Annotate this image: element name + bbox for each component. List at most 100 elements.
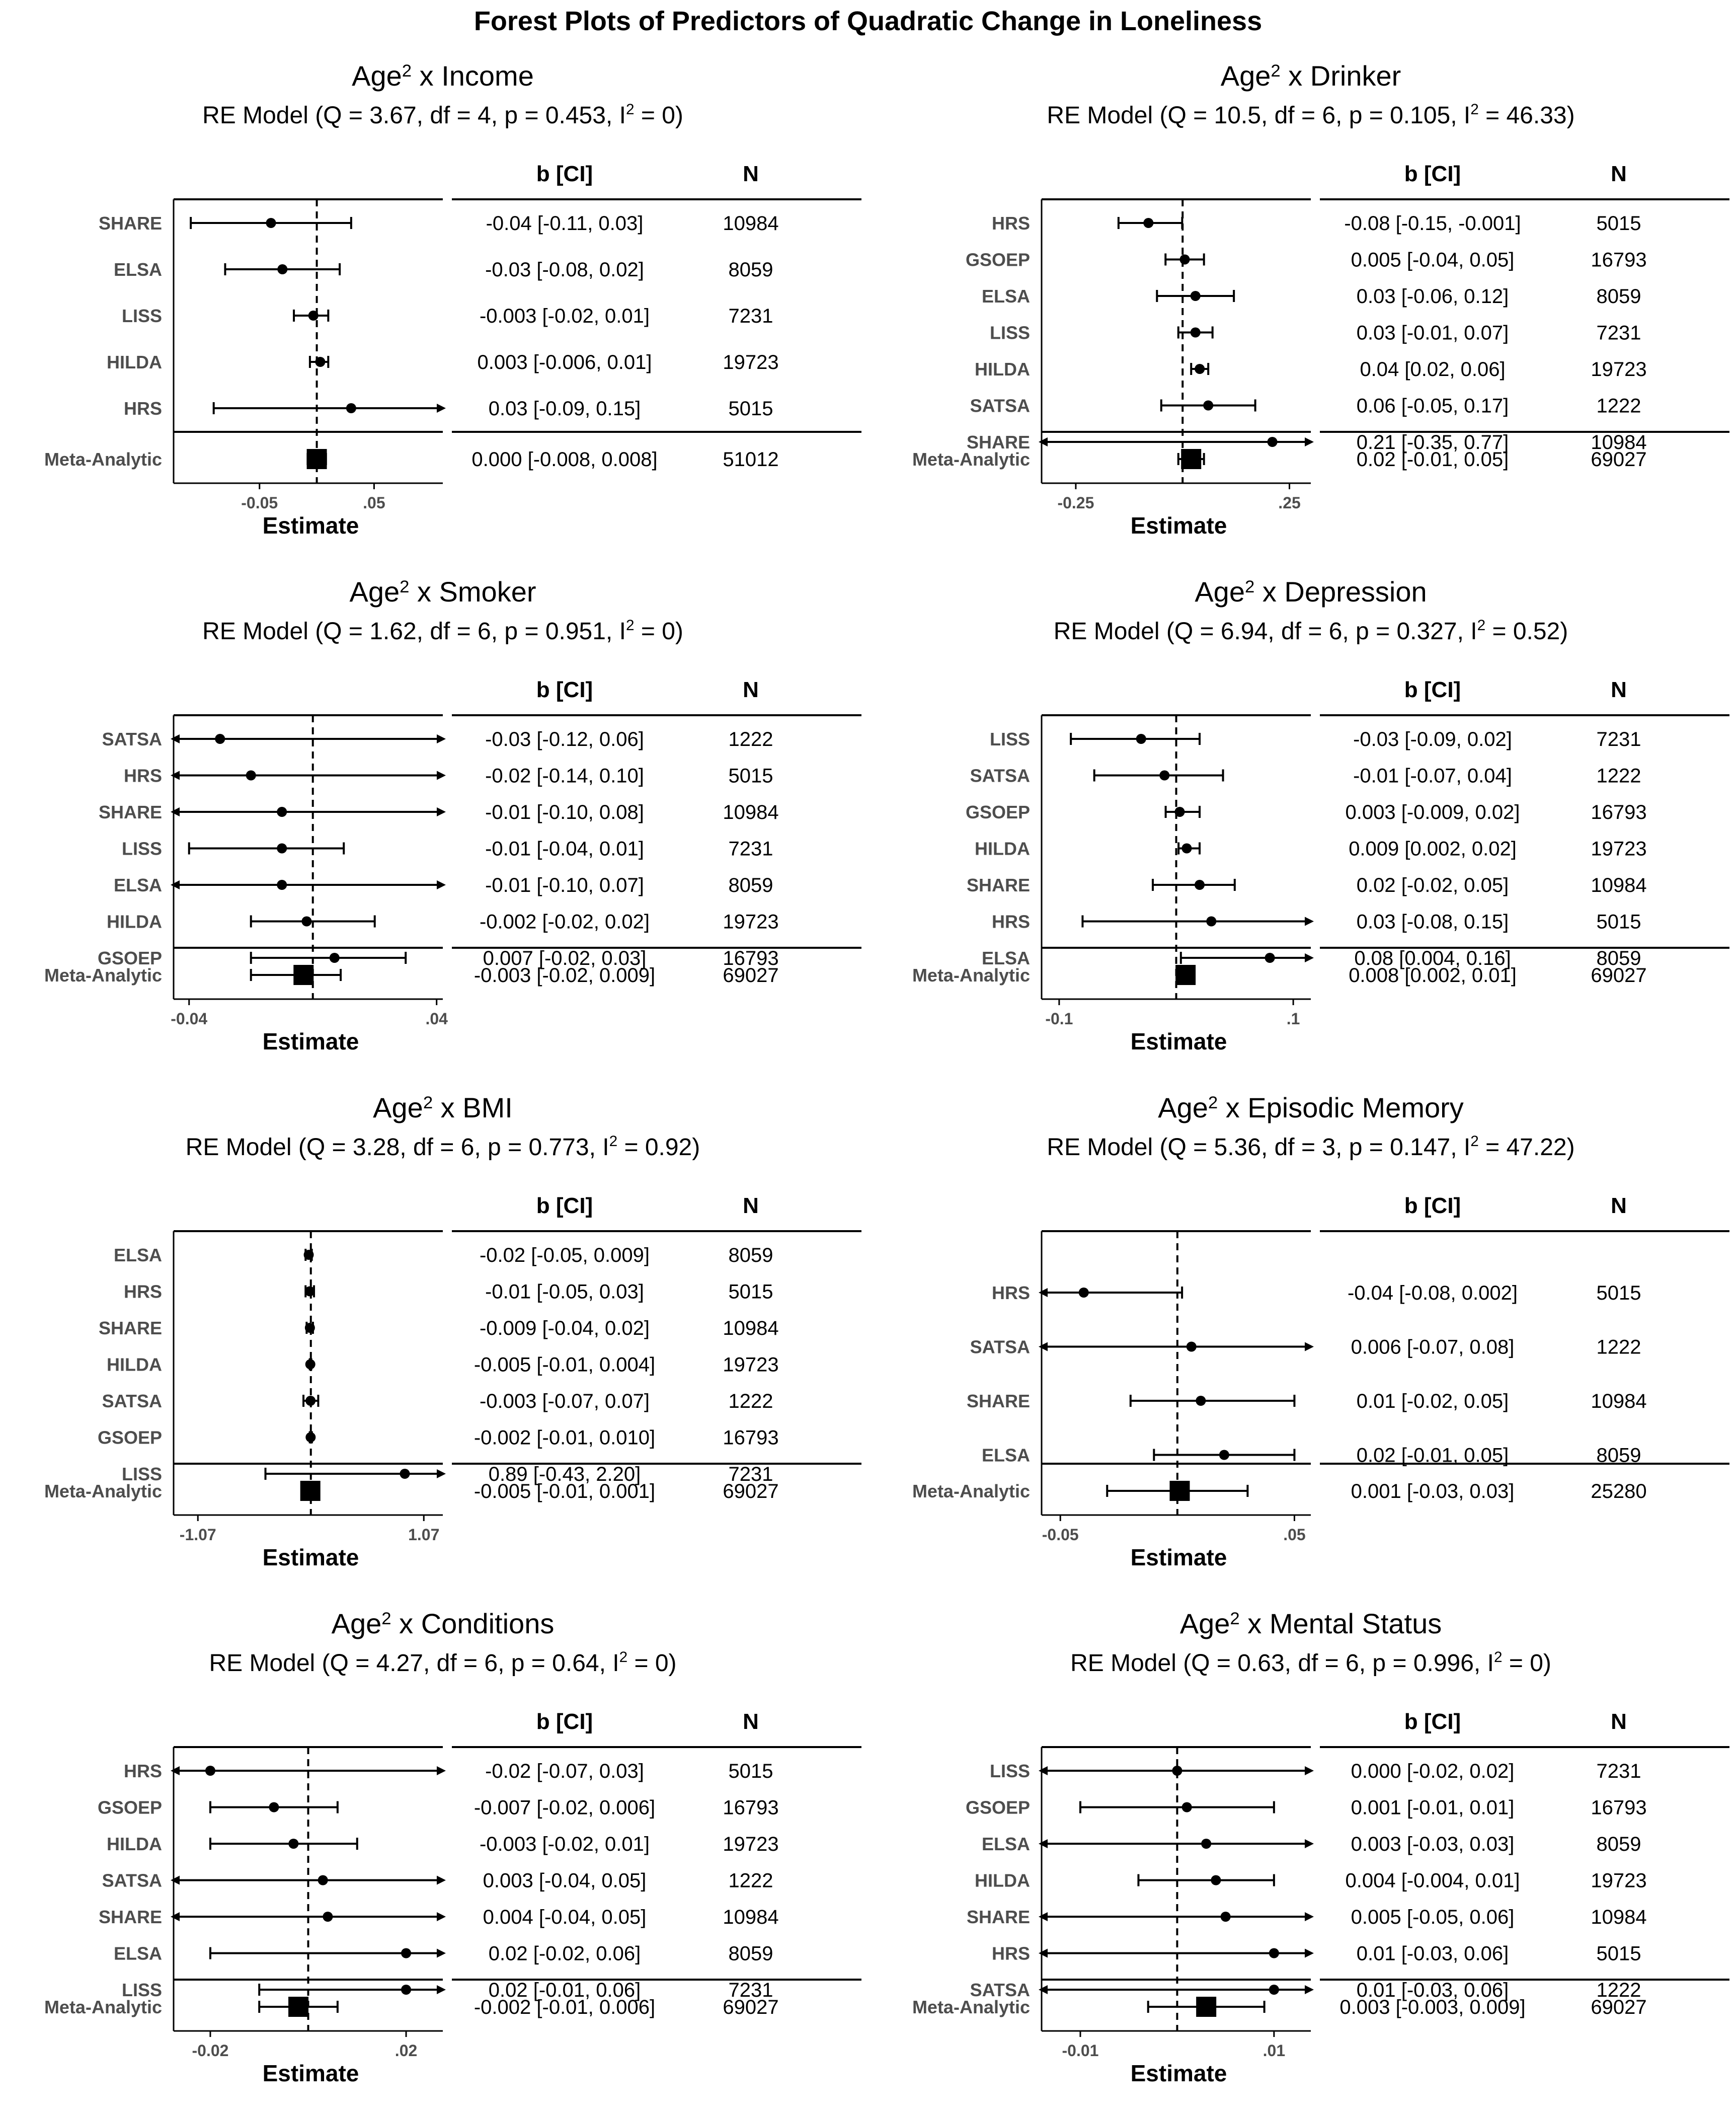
point-estimate (315, 357, 326, 367)
panel-title-text-end: x Income (412, 60, 534, 92)
n-value: 8059 (729, 1943, 773, 1965)
ci-right-arrow (437, 1985, 446, 1994)
panel-subtitle-superscript: 2 (1470, 1133, 1479, 1150)
ci-text: -0.01 [-0.05, 0.03] (485, 1281, 644, 1303)
panel-subtitle-superscript: 2 (626, 101, 635, 118)
study-label: SATSA (970, 1980, 1030, 2000)
meta-estimate-square (1181, 449, 1202, 469)
n-value: 7231 (1597, 1760, 1641, 1782)
ci-left-arrow (171, 807, 180, 816)
study-label: HRS (992, 912, 1030, 932)
ci-text: 0.03 [-0.08, 0.15] (1357, 911, 1509, 933)
ci-text: 0.003 [-0.04, 0.05] (483, 1870, 647, 1892)
table-header-n: N (743, 1193, 759, 1218)
panel-subtitle-text-end: = 0) (627, 1650, 676, 1677)
point-estimate (1269, 1948, 1279, 1958)
study-label: LISS (122, 839, 162, 859)
table-header-estimate: b [CI] (536, 1709, 593, 1734)
panel-subtitle-superscript: 2 (1477, 617, 1486, 634)
ci-text: -0.08 [-0.15, -0.001] (1344, 212, 1521, 235)
n-value: 8059 (729, 1244, 773, 1266)
point-estimate (277, 843, 287, 854)
ci-left-arrow (1039, 1288, 1048, 1297)
panel-subtitle-text: RE Model (Q = 3.28, df = 6, p = 0.773, I (186, 1134, 609, 1161)
table-header-n: N (743, 1709, 759, 1734)
n-value: 19723 (723, 1354, 778, 1376)
ci-right-arrow (437, 1469, 446, 1478)
table-header-estimate: b [CI] (536, 677, 593, 702)
ci-left-arrow (171, 880, 180, 889)
point-estimate (1136, 734, 1146, 744)
panel-subtitle-superscript: 2 (1494, 1649, 1503, 1666)
meta-ci-text: 0.008 [0.002, 0.01] (1349, 964, 1517, 987)
n-value: 10984 (1591, 1906, 1646, 1928)
n-value: 1222 (729, 728, 773, 750)
panel-title-text: Age (373, 1092, 423, 1123)
meta-n-value: 25280 (1591, 1480, 1646, 1502)
ci-right-arrow (437, 771, 446, 780)
point-estimate (1143, 218, 1154, 228)
point-estimate (1195, 364, 1205, 374)
x-axis-label: Estimate (263, 1544, 359, 1570)
n-value: 5015 (729, 1760, 773, 1782)
table-header-estimate: b [CI] (536, 162, 593, 186)
ci-right-arrow (437, 1766, 446, 1775)
ci-text: 0.89 [-0.43, 2.20] (489, 1463, 641, 1485)
n-value: 10984 (1591, 431, 1646, 454)
study-label: LISS (990, 1761, 1030, 1781)
n-value: 10984 (1591, 1390, 1646, 1412)
panel-subtitle-text-end: = 0) (634, 102, 683, 129)
study-label: HRS (124, 1761, 162, 1781)
panel-subtitle-text: RE Model (Q = 6.94, df = 6, p = 0.327, I (1054, 618, 1477, 645)
ci-text: -0.005 [-0.01, 0.004] (474, 1354, 655, 1376)
x-tick-label: -0.01 (1062, 2042, 1099, 2060)
table-header-n: N (1611, 677, 1627, 702)
n-value: 8059 (1597, 1445, 1641, 1467)
study-label: GSOEP (98, 1427, 162, 1448)
ci-right-arrow (437, 404, 446, 413)
meta-analytic-label: Meta-Analytic (912, 965, 1030, 986)
meta-n-value: 69027 (723, 1996, 778, 2018)
meta-ci-text: -0.005 [-0.01, 0.001] (474, 1480, 655, 1502)
x-axis-label: Estimate (263, 2060, 359, 2086)
panel-title-text-end: x Depression (1254, 576, 1427, 608)
meta-analytic-label: Meta-Analytic (912, 1997, 1030, 2017)
study-label: ELSA (982, 286, 1030, 307)
point-estimate (1219, 1450, 1229, 1460)
study-label: SHARE (99, 213, 162, 234)
point-estimate (308, 311, 319, 321)
meta-estimate-square (306, 449, 327, 469)
point-estimate (1203, 400, 1214, 411)
x-tick-label: -1.07 (180, 1526, 216, 1544)
n-value: 16793 (1591, 249, 1646, 271)
point-estimate (277, 807, 287, 817)
n-value: 1222 (729, 1390, 773, 1412)
study-label: HILDA (107, 912, 162, 932)
point-estimate (301, 916, 312, 927)
study-label: LISS (122, 306, 162, 326)
panel-subtitle-text-end: = 0.92) (617, 1134, 700, 1161)
n-value: 7231 (1597, 728, 1641, 750)
point-estimate (305, 1396, 316, 1406)
meta-n-value: 69027 (1591, 448, 1646, 471)
panel-title-text: Age (1195, 576, 1245, 608)
x-tick-label: -0.05 (1042, 1526, 1079, 1544)
study-label: SHARE (967, 1391, 1030, 1411)
study-label: ELSA (982, 1834, 1030, 1854)
n-value: 5015 (729, 1281, 773, 1303)
panel-subtitle-text: RE Model (Q = 5.36, df = 3, p = 0.147, I (1047, 1134, 1470, 1161)
point-estimate (1265, 953, 1275, 963)
ci-text: 0.08 [0.004, 0.16] (1354, 947, 1511, 969)
n-value: 19723 (1591, 838, 1646, 860)
ci-text: -0.009 [-0.04, 0.02] (480, 1317, 650, 1339)
meta-analytic-label: Meta-Analytic (912, 1481, 1030, 1501)
panel-title-text: Age (349, 576, 400, 608)
point-estimate (1186, 1341, 1197, 1352)
study-label: HILDA (975, 839, 1030, 859)
ci-text: -0.002 [-0.01, 0.010] (474, 1427, 655, 1449)
ci-left-arrow (171, 1912, 180, 1921)
ci-text: 0.007 [-0.02, 0.03] (483, 947, 647, 969)
